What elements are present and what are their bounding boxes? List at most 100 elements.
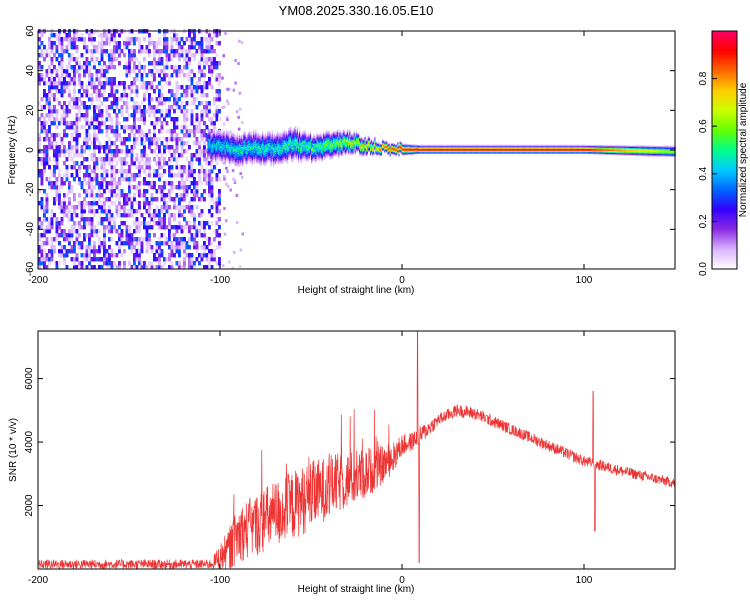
- heatmap-cell: [38, 41, 41, 46]
- heatmap-cell: [190, 113, 194, 118]
- heatmap-cell: [150, 137, 154, 142]
- heatmap-cell: [278, 147, 280, 149]
- heatmap-cell: [284, 141, 286, 143]
- heatmap-cell: [252, 153, 254, 155]
- heatmap-cell: [237, 161, 239, 163]
- heatmap-cell: [236, 152, 238, 154]
- heatmap-cell: [90, 121, 94, 126]
- heatmap-cell: [276, 152, 278, 154]
- heatmap-cell: [208, 189, 211, 194]
- heatmap-cell: [284, 149, 286, 151]
- heatmap-cell: [50, 145, 54, 150]
- heatmap-cell: [78, 193, 81, 198]
- heatmap-cell: [231, 158, 233, 160]
- heatmap-cell: [290, 145, 292, 147]
- heatmap-cell: [293, 131, 295, 133]
- heatmap-cell: [183, 109, 186, 114]
- heatmap-cell: [269, 132, 271, 134]
- heatmap-cell: [38, 45, 41, 50]
- heatmap-cell: [195, 189, 199, 194]
- heatmap-cell: [115, 169, 119, 174]
- heatmap-cell: [279, 148, 281, 150]
- heatmap-cell: [48, 69, 51, 74]
- heatmap-cell: [225, 150, 227, 152]
- heatmap-cell: [60, 229, 64, 234]
- heatmap-cell: [271, 144, 273, 146]
- heatmap-cell: [50, 173, 54, 178]
- heatmap-cell: [224, 142, 226, 145]
- heatmap-cell: [226, 170, 229, 174]
- heatmap-cell: [247, 141, 249, 143]
- heatmap-cell: [105, 53, 109, 58]
- heatmap-cell: [279, 155, 281, 157]
- heatmap-cell: [281, 157, 283, 159]
- heatmap-cell: [256, 144, 258, 146]
- heatmap-cell: [110, 253, 114, 258]
- heatmap-cell: [205, 157, 209, 162]
- heatmap-cell: [234, 157, 236, 159]
- heatmap-cell: [265, 160, 267, 162]
- heatmap-cell: [68, 185, 71, 190]
- heatmap-cell: [135, 109, 139, 114]
- heatmap-cell: [294, 135, 296, 137]
- heatmap-cell: [282, 142, 284, 145]
- heatmap-cell: [180, 93, 184, 98]
- heatmap-cell: [40, 129, 44, 134]
- heatmap-cell: [178, 45, 181, 50]
- heatmap-cell: [120, 109, 124, 114]
- heatmap-cell: [250, 144, 253, 146]
- heatmap-cell: [294, 153, 296, 155]
- heatmap-cell: [68, 241, 71, 246]
- heatmap-cell: [150, 97, 154, 102]
- heatmap-cell: [250, 134, 253, 136]
- heatmap-cell: [220, 143, 222, 145]
- heatmap-cell: [130, 205, 134, 210]
- heatmap-cell: [293, 144, 295, 146]
- heatmap-cell: [236, 133, 238, 135]
- heatmap-cell: [210, 134, 212, 137]
- heatmap-cell: [260, 136, 262, 138]
- heatmap-cell: [242, 147, 244, 150]
- heatmap-cell: [209, 145, 211, 147]
- heatmap-cell: [188, 209, 191, 214]
- heatmap-cell: [250, 151, 253, 153]
- heatmap-cell: [135, 153, 139, 158]
- heatmap-cell: [65, 105, 69, 110]
- heatmap-cell: [249, 153, 251, 155]
- heatmap-cell: [173, 245, 176, 250]
- heatmap-cell: [271, 145, 273, 147]
- heatmap-cell: [68, 65, 71, 70]
- heatmap-cell: [145, 245, 149, 250]
- heatmap-cell: [70, 237, 74, 242]
- heatmap-cell: [231, 142, 233, 144]
- heatmap-cell: [222, 132, 224, 134]
- heatmap-cell: [113, 129, 116, 134]
- heatmap-cell: [178, 173, 181, 178]
- heatmap-cell: [148, 81, 151, 86]
- heatmap-cell: [282, 137, 284, 139]
- heatmap-cell: [183, 141, 186, 146]
- heatmap-cell: [88, 185, 91, 190]
- heatmap-cell: [219, 133, 221, 135]
- heatmap-cell: [120, 253, 124, 258]
- heatmap-cell: [50, 45, 54, 50]
- heatmap-cell: [287, 136, 289, 138]
- heatmap-cell: [55, 153, 59, 158]
- heatmap-cell: [273, 147, 276, 149]
- heatmap-cell: [118, 197, 121, 202]
- heatmap-cell: [231, 145, 233, 147]
- heatmap-cell: [209, 155, 211, 158]
- heatmap-cell: [90, 37, 94, 42]
- heatmap-cell: [268, 156, 270, 158]
- heatmap-cell: [138, 45, 141, 50]
- heatmap-cell: [178, 253, 181, 258]
- heatmap-cell: [238, 150, 241, 152]
- heatmap-cell: [228, 139, 230, 141]
- heatmap-cell: [231, 140, 233, 142]
- heatmap-cell: [83, 149, 86, 154]
- heatmap-cell: [218, 142, 220, 144]
- heatmap-cell: [143, 141, 146, 146]
- heatmap-cell: [168, 53, 171, 58]
- heatmap-cell: [183, 249, 186, 254]
- heatmap-cell: [90, 81, 94, 86]
